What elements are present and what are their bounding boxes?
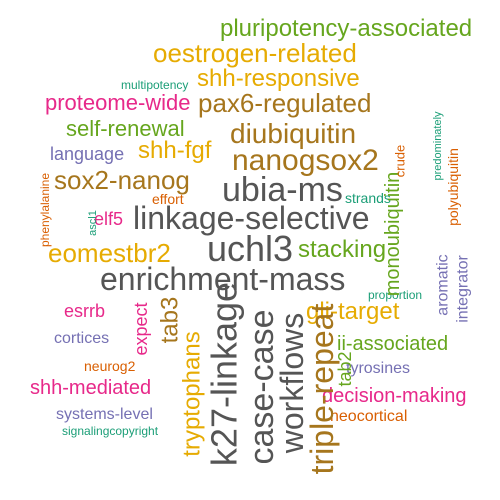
w-tab3: tab3 (157, 297, 184, 344)
w-oestrogen-related: oestrogen-related (153, 38, 357, 68)
w-decision-making: decision-making (322, 385, 467, 407)
w-cortices: cortices (54, 330, 109, 347)
w-polyubiquitin: polyubiquitin (445, 148, 461, 226)
w-signalingcopyright: signalingcopyright (62, 424, 159, 438)
w-ascl1: ascl1 (87, 210, 99, 236)
w-systems-level: systems-level (56, 406, 153, 423)
w-expect: expect (131, 302, 151, 355)
w-enrichment-mass: enrichment-mass (100, 261, 345, 297)
w-monoubiquitin: monoubiquitin (382, 172, 404, 297)
w-language: language (50, 144, 124, 164)
w-case-case: case-case (243, 310, 281, 465)
w-crude: crude (393, 145, 408, 178)
w-predominately: predominately (432, 111, 444, 181)
w-effort: effort (152, 191, 184, 207)
w-shh-fgf: shh-fgf (138, 137, 212, 164)
w-tyrosines: tyrosines (346, 360, 410, 377)
w-linkage-selective: linkage-selective (133, 200, 370, 236)
w-self-renewal: self-renewal (66, 116, 185, 141)
w-workflows: workflows (274, 313, 310, 454)
w-pax6-regulated: pax6-regulated (198, 88, 371, 118)
w-tryptophans: tryptophans (179, 331, 206, 456)
w-neocortical: neocortical (330, 408, 407, 425)
w-eomestbr2: eomestbr2 (48, 238, 171, 268)
w-shh-mediated: shh-mediated (30, 377, 151, 399)
w-esrrb: esrrb (64, 301, 105, 321)
w-proteome-wide: proteome-wide (45, 90, 191, 115)
w-uchl3: uchl3 (207, 228, 293, 269)
w-shh-responsive: shh-responsive (197, 65, 360, 92)
w-triple-repeat: triple-repeat (304, 304, 340, 475)
w-aromatic: aromatic (435, 254, 452, 315)
w-gli-target: gli-target (306, 298, 400, 325)
w-elf5: elf5 (94, 209, 123, 229)
w-k27-linkage: k27-linkage (204, 282, 245, 466)
w-proportion: proportion (368, 288, 422, 302)
w-phenylalanine: phenylalanine (38, 173, 52, 247)
w-pluripotency-associated: pluripotency-associated (220, 15, 472, 42)
w-integrator: integrator (455, 255, 472, 323)
w-multipotency: multipotency (121, 78, 188, 92)
w-ubia-ms: ubia-ms (222, 171, 343, 209)
w-neurog2: neurog2 (84, 358, 136, 374)
w-strands: strands (345, 190, 391, 206)
w-ii-associated: ii-associated (337, 333, 448, 355)
w-sox2-nanog: sox2-nanog (54, 165, 190, 195)
w-diubiquitin: diubiquitin (230, 118, 356, 149)
w-tab2: tab2 (335, 351, 355, 386)
w-stacking: stacking (298, 236, 386, 263)
w-nanogsox2: nanogsox2 (232, 144, 379, 177)
